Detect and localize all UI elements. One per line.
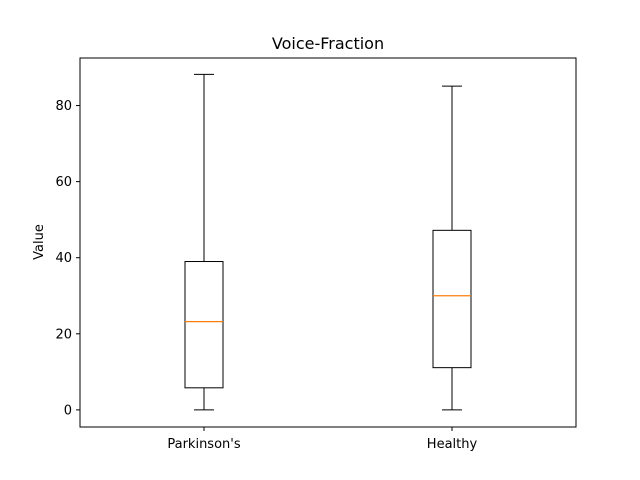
y-tick-label: 0: [64, 403, 72, 418]
box-iqr: [432, 229, 472, 369]
x-tick-label: Healthy: [427, 437, 478, 452]
y-axis-label: Value: [32, 224, 47, 260]
x-tick-label: Parkinson's: [167, 437, 240, 452]
y-tick-label: 60: [55, 175, 72, 190]
axes-frame: [79, 57, 577, 428]
y-tick-label: 20: [55, 327, 72, 342]
plot-area: 0 20 40 60 80 Parkinson's Healthy: [55, 73, 478, 452]
box-iqr: [184, 261, 224, 389]
y-tick-label: 40: [55, 251, 72, 266]
y-tick-label: 80: [55, 99, 72, 114]
chart-title: Voice-Fraction: [272, 34, 384, 53]
